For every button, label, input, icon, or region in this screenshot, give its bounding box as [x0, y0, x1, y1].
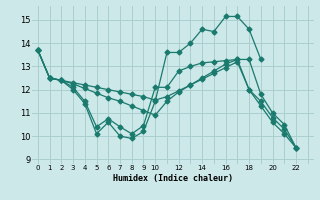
X-axis label: Humidex (Indice chaleur): Humidex (Indice chaleur)	[113, 174, 233, 183]
